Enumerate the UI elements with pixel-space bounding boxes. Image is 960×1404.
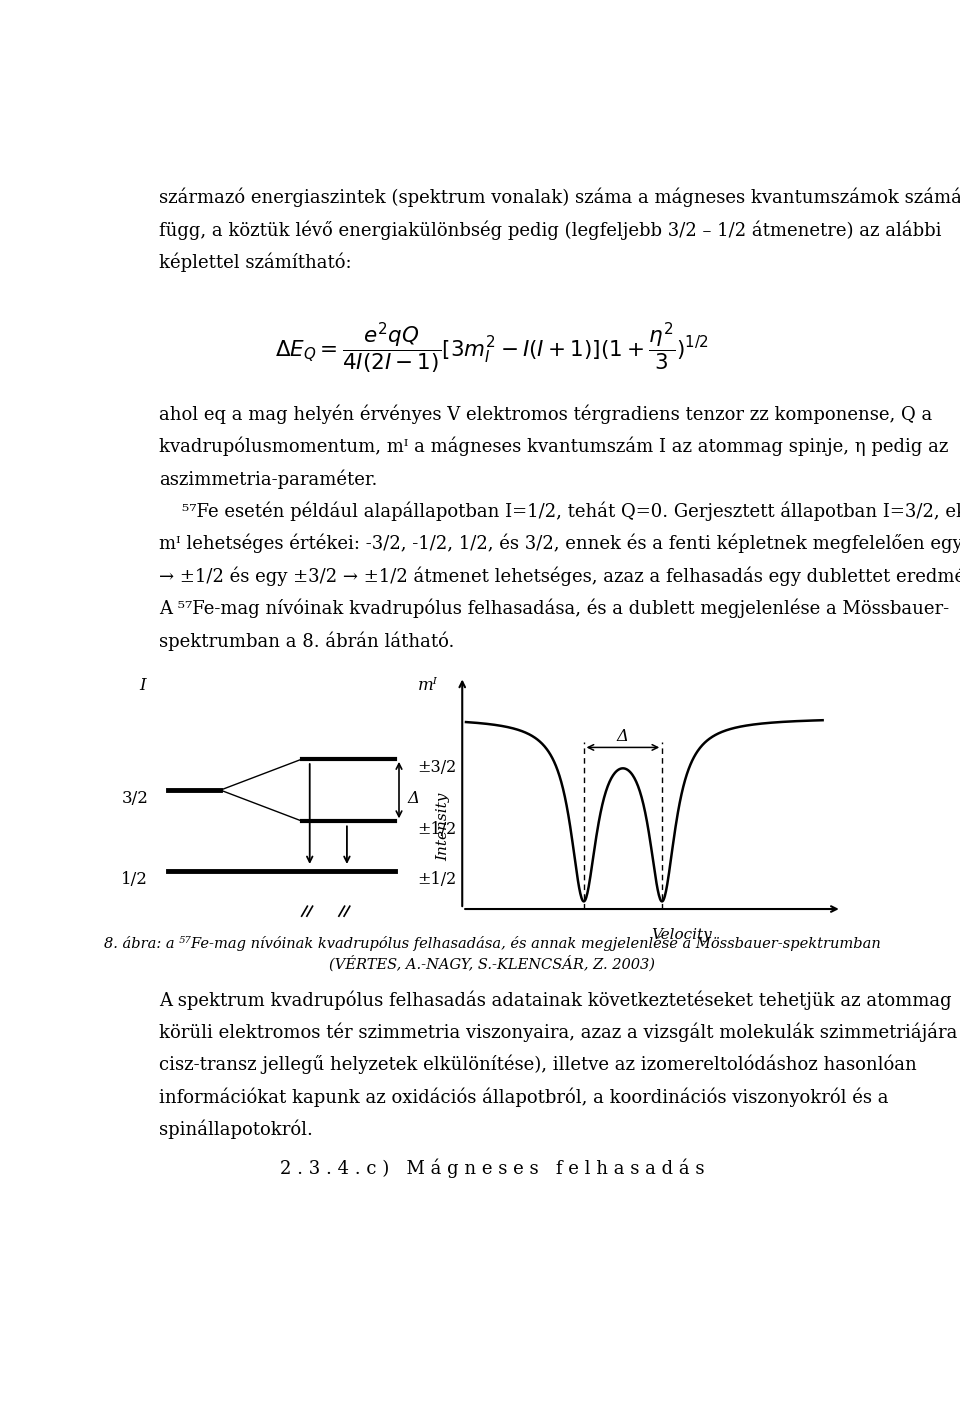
Text: mᴵ: mᴵ [418,677,438,694]
Text: (VÉRTES, A.-NAGY, S.-KLENCSÁR, Z. 2003): (VÉRTES, A.-NAGY, S.-KLENCSÁR, Z. 2003) [329,956,655,972]
Text: A spektrum kvadrupólus felhasadás adatainak következtetéseket tehetjük az atomma: A spektrum kvadrupólus felhasadás adatai… [158,990,951,1009]
Text: I: I [139,677,146,694]
Text: ±1/2: ±1/2 [418,870,457,889]
Text: Δ: Δ [617,727,629,746]
Text: ⁵⁷Fe esetén például alapállapotban I=1/2, tehát Q=0. Gerjesztett állapotban I=3/: ⁵⁷Fe esetén például alapállapotban I=1/2… [158,501,960,521]
Text: ahol eq a mag helyén érvényes V elektromos térgradiens tenzor zz komponense, Q a: ahol eq a mag helyén érvényes V elektrom… [158,404,932,424]
Text: spektrumban a 8. ábrán látható.: spektrumban a 8. ábrán látható. [158,632,454,650]
Text: Intensity: Intensity [437,793,450,861]
Text: információkat kapunk az oxidációs állapotbról, a koordinációs viszonyokról és a: információkat kapunk az oxidációs állapo… [158,1088,888,1106]
Text: képlettel számítható:: képlettel számítható: [158,253,351,272]
Text: körüli elektromos tér szimmetria viszonyaira, azaz a vizsgált molekulák szimmetr: körüli elektromos tér szimmetria viszony… [158,1022,960,1042]
Text: származó energiaszintek (spektrum vonalak) száma a mágneses kvantumszámok számát: származó energiaszintek (spektrum vonala… [158,188,960,208]
Text: aszimmetria-paraméter.: aszimmetria-paraméter. [158,469,377,489]
Text: A ⁵⁷Fe-mag nívóinak kvadrupólus felhasadása, és a dublett megjelenlése a Mössbau: A ⁵⁷Fe-mag nívóinak kvadrupólus felhasad… [158,598,948,618]
Text: 8. ábra: a ⁵⁷Fe-mag nívóinak kvadrupólus felhasadása, és annak megjelenlése a Mö: 8. ábra: a ⁵⁷Fe-mag nívóinak kvadrupólus… [104,936,880,951]
Text: ±3/2: ±3/2 [418,760,457,776]
Text: cisz-transz jellegű helyzetek elkülönítése), illetve az izomereltolódáshoz hason: cisz-transz jellegű helyzetek elkülöníté… [158,1054,917,1074]
Text: Δ: Δ [408,790,420,807]
Text: kvadrupólusmomentum, mᴵ a mágneses kvantumszám I az atommag spinje, η pedig az: kvadrupólusmomentum, mᴵ a mágneses kvant… [158,437,948,456]
Text: Velocity: Velocity [651,928,712,942]
Text: ±1/2: ±1/2 [418,821,457,838]
Text: mᴵ lehetséges értékei: -3/2, -1/2, 1/2, és 3/2, ennek és a fenti képletnek megfe: mᴵ lehetséges értékei: -3/2, -1/2, 1/2, … [158,534,960,553]
Text: 1/2: 1/2 [121,870,148,889]
Text: spinállapotokról.: spinállapotokról. [158,1120,313,1139]
Text: 2 . 3 . 4 . c )   M á g n e s e s   f e l h a s a d á s: 2 . 3 . 4 . c ) M á g n e s e s f e l h … [279,1158,705,1178]
Text: függ, a köztük lévő energiakülönbség pedig (legfeljebb 3/2 – 1/2 átmenetre) az a: függ, a köztük lévő energiakülönbség ped… [158,220,941,240]
Text: $\Delta E_Q = \dfrac{e^2 qQ}{4I(2I-1)}[3m_I^2 - I(I+1)](1+\dfrac{\eta^2}{3})^{1/: $\Delta E_Q = \dfrac{e^2 qQ}{4I(2I-1)}[3… [275,320,709,375]
Text: 3/2: 3/2 [121,790,148,807]
Text: → ±1/2 és egy ±3/2 → ±1/2 átmenet lehetséges, azaz a felhasadás egy dublettet er: → ±1/2 és egy ±3/2 → ±1/2 átmenet lehets… [158,566,960,585]
